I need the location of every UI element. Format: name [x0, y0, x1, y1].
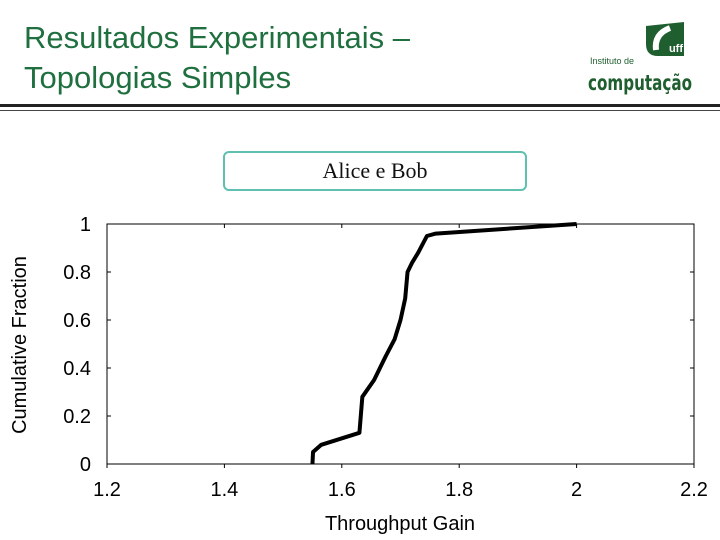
x-tick-label: 1.6: [328, 479, 356, 501]
chart-label-box: Alice e Bob: [223, 151, 527, 191]
y-tick-label: 0.2: [63, 406, 91, 428]
y-axis-label: Cumulative Fraction: [9, 256, 31, 434]
y-tick-label: 0: [80, 454, 91, 476]
cdf-chart: 1.2 1.4 1.6 1.8 2 2.2 0 0.2 0.4 0.6 0.8 1 Throughpu…: [9, 214, 708, 535]
y-tick-label: 0.6: [63, 310, 91, 332]
slide-title-line2: Topologias Simples: [24, 60, 292, 95]
x-tick-label: 2: [571, 479, 582, 501]
x-tick-label: 1.2: [93, 479, 121, 501]
header-divider: [0, 104, 720, 107]
series-line: [310, 222, 577, 465]
x-axis-label: Throughput Gain: [325, 513, 475, 535]
x-tick-label: 2.2: [680, 479, 708, 501]
slide-title-line1: Resultados Experimentais –: [24, 20, 410, 55]
logo-main-text: computação: [588, 71, 692, 95]
x-tick-label: 1.4: [210, 479, 238, 501]
header-divider-thin: [0, 110, 720, 111]
y-tick-label: 1: [80, 214, 91, 236]
x-tick-label: 1.8: [445, 479, 473, 501]
logo-mark-text: uff: [669, 43, 683, 55]
logo-small-text: Instituto de: [590, 56, 634, 66]
y-tick-label: 0.8: [63, 262, 91, 284]
y-tick-label: 0.4: [63, 358, 91, 380]
institute-logo: uff Instituto de computação: [588, 22, 692, 95]
plot-frame: [106, 223, 695, 465]
slide-title: Resultados Experimentais – Topologias Si…: [24, 18, 564, 98]
